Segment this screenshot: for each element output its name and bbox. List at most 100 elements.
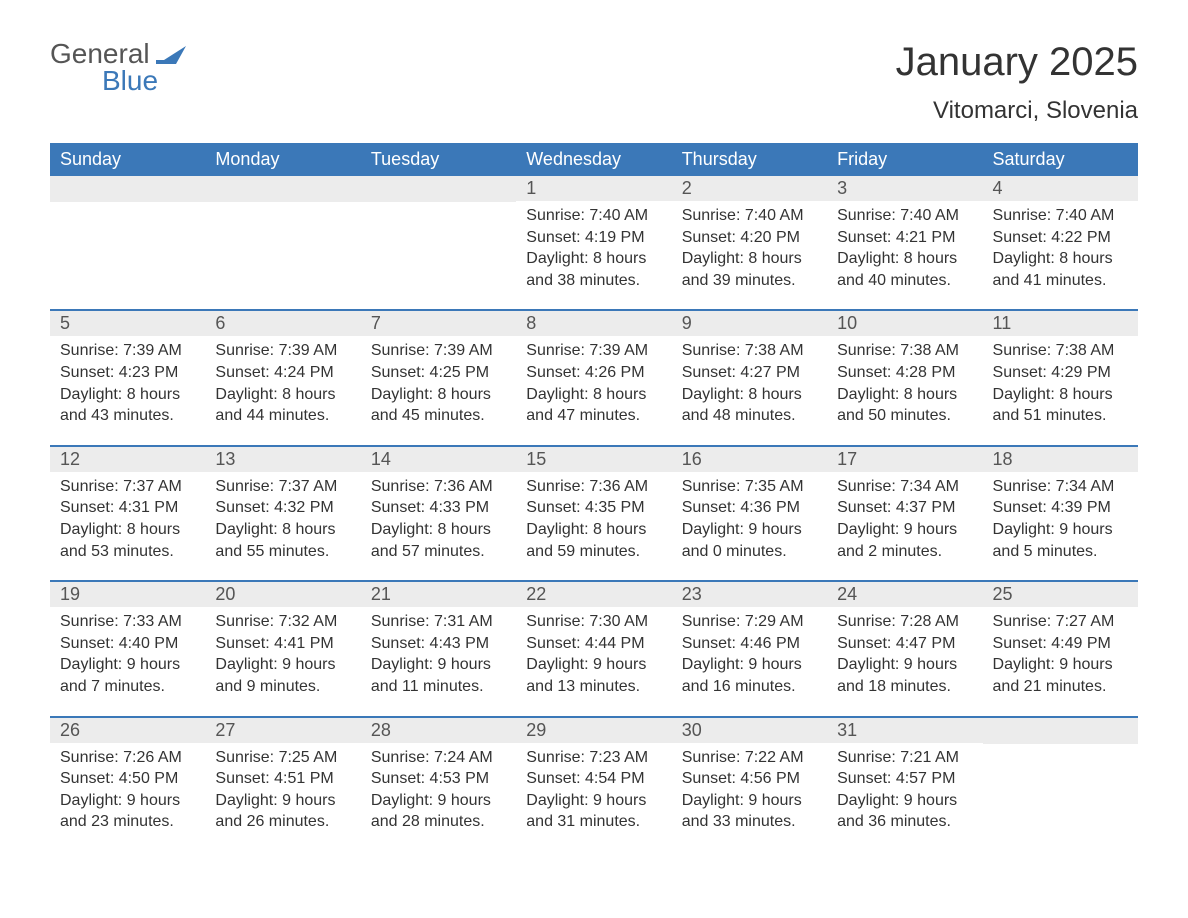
sunset-line: Sunset: 4:46 PM [682,633,817,655]
day-details: Sunrise: 7:28 AMSunset: 4:47 PMDaylight:… [827,607,982,697]
sunrise-line: Sunrise: 7:34 AM [837,476,972,498]
sunrise-line: Sunrise: 7:33 AM [60,611,195,633]
day-details [205,202,360,262]
calendar-week-row: 12Sunrise: 7:37 AMSunset: 4:31 PMDayligh… [50,446,1138,581]
day-details: Sunrise: 7:36 AMSunset: 4:35 PMDaylight:… [516,472,671,562]
daylight-line: Daylight: 8 hours and 50 minutes. [837,384,972,427]
day-details: Sunrise: 7:40 AMSunset: 4:20 PMDaylight:… [672,201,827,291]
daylight-line: Daylight: 8 hours and 41 minutes. [993,248,1128,291]
sunset-line: Sunset: 4:44 PM [526,633,661,655]
calendar-cell: 26Sunrise: 7:26 AMSunset: 4:50 PMDayligh… [50,717,205,851]
day-number: 14 [361,447,516,472]
day-number: 3 [827,176,982,201]
day-details: Sunrise: 7:35 AMSunset: 4:36 PMDaylight:… [672,472,827,562]
sunrise-line: Sunrise: 7:37 AM [215,476,350,498]
weekday-header: Monday [205,143,360,176]
day-number: 17 [827,447,982,472]
day-number: 22 [516,582,671,607]
day-number: 4 [983,176,1138,201]
day-details: Sunrise: 7:34 AMSunset: 4:39 PMDaylight:… [983,472,1138,562]
calendar-cell: 3Sunrise: 7:40 AMSunset: 4:21 PMDaylight… [827,176,982,310]
daylight-line: Daylight: 9 hours and 36 minutes. [837,790,972,833]
day-details: Sunrise: 7:39 AMSunset: 4:24 PMDaylight:… [205,336,360,426]
calendar-cell: 25Sunrise: 7:27 AMSunset: 4:49 PMDayligh… [983,581,1138,716]
calendar-cell: 4Sunrise: 7:40 AMSunset: 4:22 PMDaylight… [983,176,1138,310]
day-details [361,202,516,262]
calendar-cell: 18Sunrise: 7:34 AMSunset: 4:39 PMDayligh… [983,446,1138,581]
day-details: Sunrise: 7:38 AMSunset: 4:27 PMDaylight:… [672,336,827,426]
day-number: 1 [516,176,671,201]
daylight-line: Daylight: 9 hours and 5 minutes. [993,519,1128,562]
daylight-line: Daylight: 8 hours and 40 minutes. [837,248,972,291]
sunrise-line: Sunrise: 7:25 AM [215,747,350,769]
daylight-line: Daylight: 9 hours and 26 minutes. [215,790,350,833]
sunrise-line: Sunrise: 7:35 AM [682,476,817,498]
calendar-cell-empty [50,176,205,310]
day-details: Sunrise: 7:37 AMSunset: 4:31 PMDaylight:… [50,472,205,562]
sunrise-line: Sunrise: 7:37 AM [60,476,195,498]
day-number: 27 [205,718,360,743]
sunrise-line: Sunrise: 7:27 AM [993,611,1128,633]
brand-logo: General Blue [50,40,186,97]
day-details: Sunrise: 7:38 AMSunset: 4:28 PMDaylight:… [827,336,982,426]
sunrise-line: Sunrise: 7:28 AM [837,611,972,633]
sunset-line: Sunset: 4:24 PM [215,362,350,384]
day-number: 11 [983,311,1138,336]
calendar-cell: 30Sunrise: 7:22 AMSunset: 4:56 PMDayligh… [672,717,827,851]
sunset-line: Sunset: 4:39 PM [993,497,1128,519]
day-number [50,176,205,202]
day-number: 9 [672,311,827,336]
sunrise-line: Sunrise: 7:30 AM [526,611,661,633]
day-details: Sunrise: 7:36 AMSunset: 4:33 PMDaylight:… [361,472,516,562]
sunset-line: Sunset: 4:51 PM [215,768,350,790]
weekday-header: Thursday [672,143,827,176]
month-title: January 2025 [896,40,1138,85]
weekday-header: Wednesday [516,143,671,176]
sunrise-line: Sunrise: 7:39 AM [371,340,506,362]
calendar-cell-empty [983,717,1138,851]
day-details: Sunrise: 7:40 AMSunset: 4:22 PMDaylight:… [983,201,1138,291]
sunset-line: Sunset: 4:27 PM [682,362,817,384]
calendar-table: SundayMondayTuesdayWednesdayThursdayFrid… [50,143,1138,851]
calendar-cell-empty [205,176,360,310]
sunrise-line: Sunrise: 7:40 AM [526,205,661,227]
daylight-line: Daylight: 8 hours and 53 minutes. [60,519,195,562]
sunset-line: Sunset: 4:50 PM [60,768,195,790]
sunrise-line: Sunrise: 7:38 AM [837,340,972,362]
sunset-line: Sunset: 4:40 PM [60,633,195,655]
daylight-line: Daylight: 8 hours and 51 minutes. [993,384,1128,427]
calendar-week-row: 19Sunrise: 7:33 AMSunset: 4:40 PMDayligh… [50,581,1138,716]
calendar-cell: 10Sunrise: 7:38 AMSunset: 4:28 PMDayligh… [827,310,982,445]
sunrise-line: Sunrise: 7:24 AM [371,747,506,769]
calendar-cell: 16Sunrise: 7:35 AMSunset: 4:36 PMDayligh… [672,446,827,581]
day-number: 5 [50,311,205,336]
day-details [983,744,1138,804]
daylight-line: Daylight: 9 hours and 2 minutes. [837,519,972,562]
sunrise-line: Sunrise: 7:34 AM [993,476,1128,498]
sunset-line: Sunset: 4:26 PM [526,362,661,384]
calendar-cell: 19Sunrise: 7:33 AMSunset: 4:40 PMDayligh… [50,581,205,716]
sunrise-line: Sunrise: 7:39 AM [60,340,195,362]
day-details: Sunrise: 7:31 AMSunset: 4:43 PMDaylight:… [361,607,516,697]
day-details: Sunrise: 7:40 AMSunset: 4:21 PMDaylight:… [827,201,982,291]
day-number: 30 [672,718,827,743]
day-number: 8 [516,311,671,336]
daylight-line: Daylight: 9 hours and 0 minutes. [682,519,817,562]
daylight-line: Daylight: 8 hours and 47 minutes. [526,384,661,427]
daylight-line: Daylight: 9 hours and 7 minutes. [60,654,195,697]
day-number: 6 [205,311,360,336]
sunrise-line: Sunrise: 7:36 AM [371,476,506,498]
calendar-cell: 31Sunrise: 7:21 AMSunset: 4:57 PMDayligh… [827,717,982,851]
sunset-line: Sunset: 4:53 PM [371,768,506,790]
calendar-cell: 17Sunrise: 7:34 AMSunset: 4:37 PMDayligh… [827,446,982,581]
sunset-line: Sunset: 4:54 PM [526,768,661,790]
sunrise-line: Sunrise: 7:22 AM [682,747,817,769]
day-details: Sunrise: 7:23 AMSunset: 4:54 PMDaylight:… [516,743,671,833]
day-details: Sunrise: 7:37 AMSunset: 4:32 PMDaylight:… [205,472,360,562]
sunrise-line: Sunrise: 7:21 AM [837,747,972,769]
sunrise-line: Sunrise: 7:39 AM [215,340,350,362]
day-number: 16 [672,447,827,472]
day-number: 13 [205,447,360,472]
day-number: 31 [827,718,982,743]
calendar-week-row: 5Sunrise: 7:39 AMSunset: 4:23 PMDaylight… [50,310,1138,445]
